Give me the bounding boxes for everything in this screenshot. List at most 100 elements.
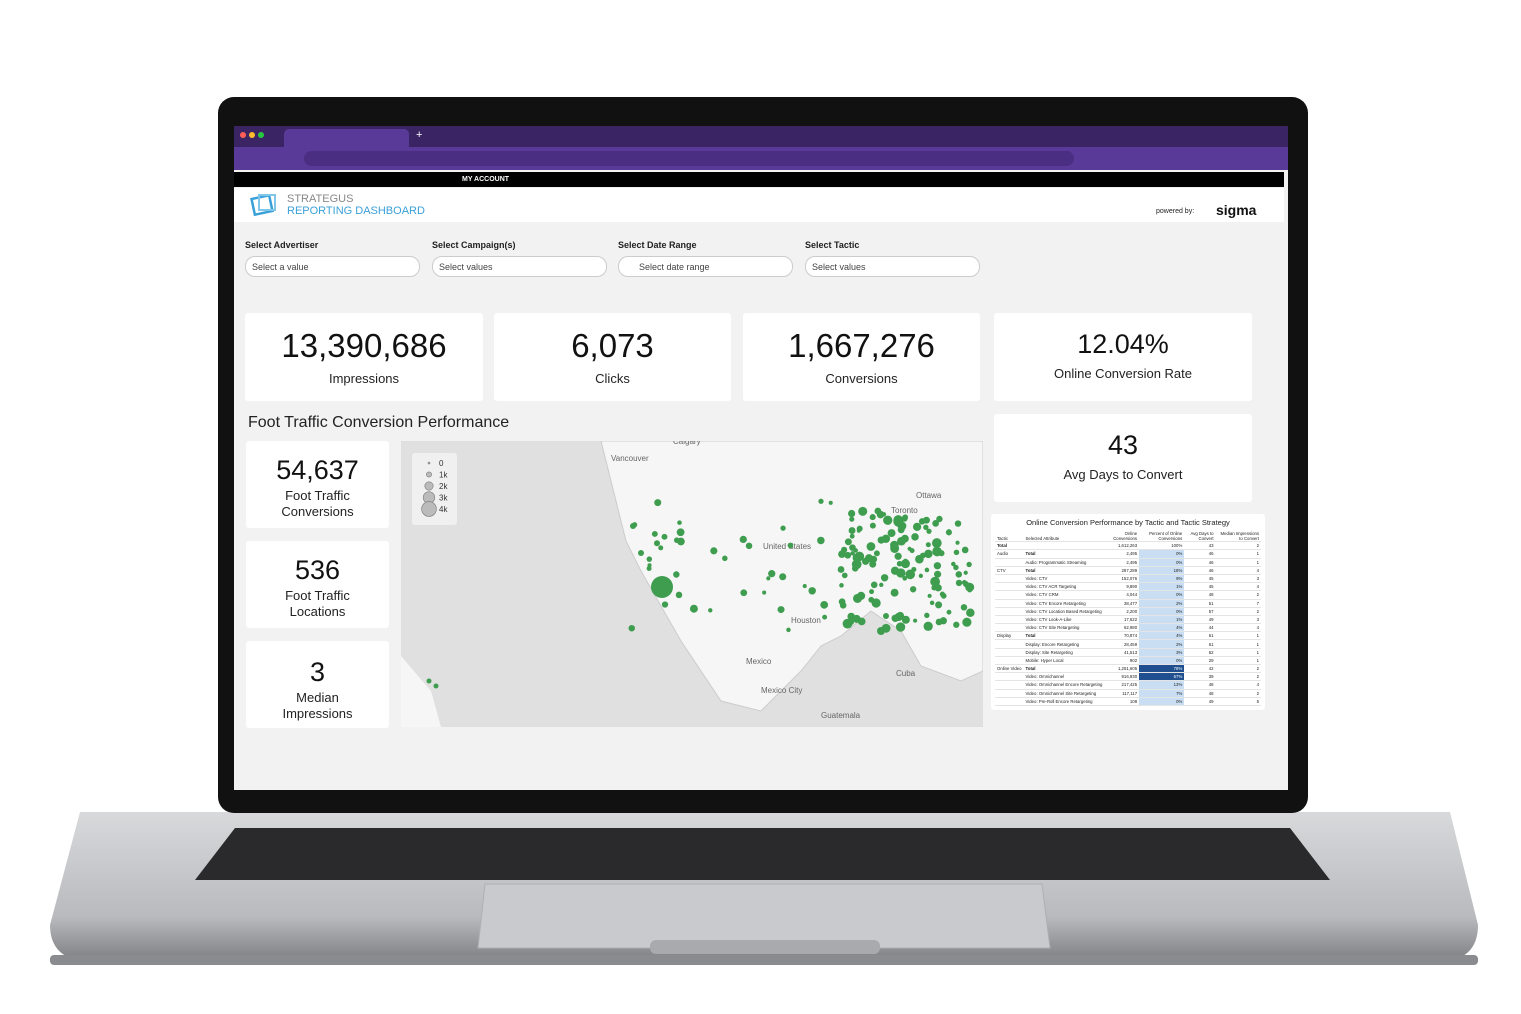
table-cell: Total	[995, 541, 1024, 551]
kpi-label: Online Conversion Rate	[1053, 366, 1193, 381]
map-dot	[933, 547, 938, 552]
table-cell: 0%	[1139, 697, 1185, 706]
map-dot	[866, 542, 876, 551]
map-dot	[869, 589, 875, 595]
map-dot	[780, 525, 786, 531]
table-cell: 4	[1215, 582, 1261, 592]
filter-select[interactable]: Select a value	[245, 256, 420, 277]
map-dot	[962, 617, 972, 627]
legend-circle	[424, 481, 434, 491]
map-dot	[891, 614, 899, 623]
map-dot	[955, 571, 963, 578]
table-cell: Video: Pre-Roll Encore Retargeting	[1023, 697, 1105, 706]
table-cell: 17,622	[1104, 615, 1140, 625]
map-dot	[661, 601, 669, 608]
filter-label: Select Advertiser	[245, 240, 319, 250]
map-dot	[762, 590, 767, 595]
foot-card: 3 Median Impressions	[246, 641, 389, 728]
table-cell: 2,200	[1104, 607, 1140, 616]
map-dot	[911, 533, 919, 541]
map-dot	[850, 551, 855, 556]
table-cell: 2%	[1139, 599, 1185, 608]
map-dot	[960, 604, 968, 611]
map-dot	[779, 573, 787, 581]
map-dot	[930, 576, 941, 587]
table-cell: 1,251,605	[1104, 664, 1140, 674]
map-dot	[739, 535, 747, 544]
map-dot	[849, 533, 855, 539]
map-dot	[935, 618, 943, 626]
table-row: Online Video Total 1,251,605 78% 42 2	[995, 664, 1261, 674]
map-dot	[946, 609, 952, 615]
map-dot	[817, 536, 825, 545]
map-dot	[777, 606, 785, 614]
filter-select[interactable]: Select values	[432, 256, 607, 277]
map-dot	[651, 531, 658, 537]
section-title: Foot Traffic Conversion Performance	[248, 414, 510, 431]
map-dot	[896, 560, 903, 567]
place-label: United States	[763, 542, 811, 551]
map-dot	[787, 542, 794, 549]
map-dot	[869, 522, 876, 529]
map-dot	[647, 563, 652, 568]
filter-label: Select Campaign(s)	[432, 240, 516, 250]
place-label: Mexico	[746, 657, 772, 666]
table-cell: Online Video	[995, 664, 1024, 674]
map-dot	[935, 601, 943, 609]
new-tab[interactable]: +	[416, 129, 423, 141]
map-dot	[931, 538, 942, 548]
map-dot	[874, 507, 882, 515]
brand: STRATEGUS	[287, 193, 354, 205]
map-dot	[848, 527, 856, 535]
map-dot	[628, 624, 635, 632]
sigma-logo: sigma	[1216, 202, 1257, 218]
map-dot	[839, 602, 847, 609]
map-dot	[768, 570, 776, 578]
table-cell: 49	[1184, 697, 1216, 706]
map-dot	[722, 555, 728, 562]
table-cell: 28,459	[1104, 639, 1140, 649]
map-dot	[841, 572, 848, 579]
map-dot	[961, 580, 967, 585]
table-cell: 44	[1184, 623, 1216, 633]
table-cell	[995, 582, 1024, 592]
map-dot	[912, 522, 922, 531]
map-dot	[963, 570, 968, 575]
map-dot	[675, 591, 683, 599]
map-dot	[933, 562, 942, 570]
table-cell: 0%	[1139, 656, 1185, 666]
map-dot	[848, 509, 856, 518]
map-dot	[654, 499, 662, 507]
table-cell: 57	[1184, 607, 1216, 616]
map: 0 1k 2k 3k 4k Calgary Vancouver Ottawa Toronto Un…	[401, 441, 983, 727]
kpi-value: 13,390,686	[281, 327, 447, 364]
table-cell: 46	[1184, 566, 1216, 575]
legend-label: 2k	[439, 482, 448, 491]
kpi-card: 12.04% Online Conversion Rate	[994, 313, 1252, 401]
table-cell: Display: Site Retargeting	[1023, 648, 1105, 657]
table-cell: 4	[1215, 623, 1261, 633]
table-cell	[995, 648, 1024, 657]
map-dot	[887, 529, 896, 538]
my-account[interactable]: MY ACCOUNT	[462, 176, 510, 183]
filter-select[interactable]: Select values	[805, 256, 980, 277]
map-dot	[954, 520, 962, 527]
header: STRATEGUS REPORTING DASHBOARD powered by…	[234, 188, 1284, 222]
kpi-card: 1,667,276 Conversions	[743, 313, 980, 401]
table-cell: 7	[1215, 599, 1261, 608]
table-cell: 13%	[1139, 680, 1185, 690]
map-dot	[918, 518, 926, 525]
map-dot	[838, 550, 846, 558]
powered-by: powered by:	[1156, 208, 1195, 215]
table-cell: Audio: Programmatic Streaming	[1023, 558, 1105, 567]
table-cell: Video: CTV CRM	[1023, 590, 1105, 600]
column-header: Selected Attribute	[1023, 532, 1105, 543]
map-dot	[689, 604, 698, 613]
filter-select[interactable]: Select date range	[618, 256, 793, 277]
table-cell: CTV	[995, 566, 1024, 575]
table-cell: 70,874	[1104, 631, 1140, 641]
tab[interactable]	[284, 129, 409, 147]
map-dot	[658, 545, 664, 551]
url-field[interactable]	[304, 151, 1074, 166]
table-cell	[995, 558, 1024, 567]
